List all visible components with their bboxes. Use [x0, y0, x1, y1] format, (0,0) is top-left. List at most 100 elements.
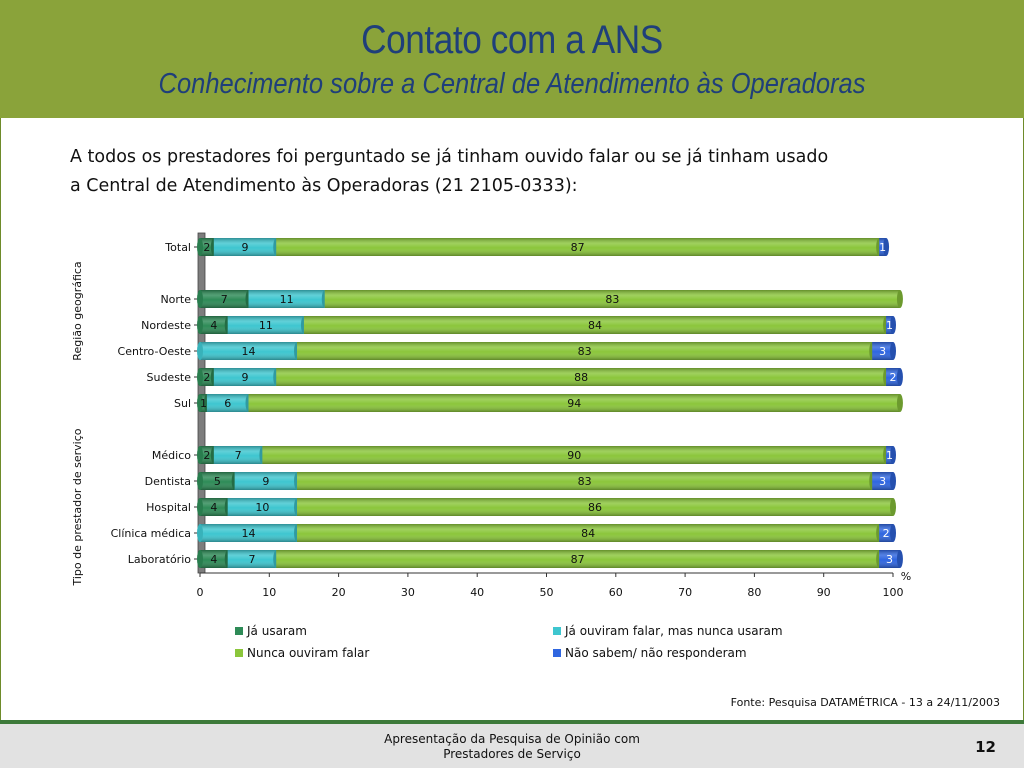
bar-segment-nao-sabem-nao-responderam-medico: 1 [886, 446, 896, 464]
data-label: 11 [259, 319, 273, 332]
bar-cap [896, 290, 903, 308]
slide-footer: Apresentação da Pesquisa de Opinião com … [0, 724, 1024, 768]
data-label: 83 [578, 475, 592, 488]
category-label-clinica-medica: Clínica médica [111, 527, 191, 540]
data-label: 5 [214, 475, 221, 488]
bar-segment-ja-ouviram-falar-mas-nunca-usaram-nordeste: 11 [227, 316, 307, 334]
bar-segment-nunca-ouviram-falar-nordeste: 84 [303, 316, 890, 334]
legend-swatch [553, 649, 561, 657]
intro-line-1: A todos os prestadores foi perguntado se… [70, 147, 829, 167]
bar-segment-ja-ouviram-falar-mas-nunca-usaram-sul: 6 [206, 394, 252, 412]
bar-shading [276, 550, 880, 568]
x-tick-label: 20 [332, 586, 346, 599]
footer-divider [0, 720, 1024, 724]
bar-shading [872, 472, 893, 490]
bar-segment-nunca-ouviram-falar-medico: 90 [262, 446, 890, 464]
intro-line-2: a Central de Atendimento às Operadoras (… [70, 176, 578, 196]
bar-cap [890, 498, 896, 516]
legend-item-ja-usaram: Já usaram [235, 624, 307, 638]
bar-shading [200, 446, 214, 464]
bar-shading [200, 550, 228, 568]
bar-cap [896, 550, 903, 568]
legend-swatch [553, 627, 561, 635]
bar-shading [276, 368, 887, 386]
bar-segment-nao-sabem-nao-responderam-centro-oeste: 3 [872, 342, 896, 360]
category-label-laboratorio: Laboratório [128, 553, 191, 566]
bar-shading [200, 498, 228, 516]
bar-cap [890, 316, 896, 334]
legend-item-nao-sabem-nao-responderam: Não sabem/ não responderam [553, 646, 747, 660]
bar-start-cap [197, 238, 203, 256]
legend-label: Já ouviram falar, mas nunca usaram [564, 624, 783, 638]
bar-shading [213, 238, 277, 256]
legend-item-ja-ouviram-falar-mas-nunca-usaram: Já ouviram falar, mas nunca usaram [553, 624, 783, 638]
bar-segment-nunca-ouviram-falar-dentista: 83 [297, 472, 876, 490]
bar-segment-nunca-ouviram-falar-sudeste: 88 [276, 368, 890, 386]
intro-text: A todos os prestadores foi perguntado se… [70, 143, 970, 201]
bar-segment-nunca-ouviram-falar-hospital: 86 [297, 498, 896, 516]
data-label: 10 [255, 501, 269, 514]
data-label: 11 [280, 293, 294, 306]
category-label-dentista: Dentista [145, 475, 191, 488]
data-label: 94 [567, 397, 581, 410]
legend-swatch [235, 627, 243, 635]
data-label: 7 [248, 553, 255, 566]
data-label: 2 [890, 371, 897, 384]
bar-shading [227, 498, 298, 516]
legend-item-nunca-ouviram-falar: Nunca ouviram falar [235, 646, 369, 660]
x-tick-label: 10 [262, 586, 276, 599]
bar-shading [213, 368, 277, 386]
bar-shading [297, 498, 893, 516]
data-label: 83 [578, 345, 592, 358]
bar-shading [879, 524, 893, 542]
bar-segment-nao-sabem-nao-responderam-laboratorio: 3 [879, 550, 903, 568]
bar-shading [200, 394, 207, 412]
bar-segment-ja-ouviram-falar-mas-nunca-usaram-medico: 7 [213, 446, 266, 464]
bar-segment-ja-usaram-dentista: 5 [197, 472, 238, 490]
bar-segment-nao-sabem-nao-responderam-clinica-medica: 2 [879, 524, 896, 542]
data-label: 4 [210, 553, 217, 566]
bar-segment-ja-ouviram-falar-mas-nunca-usaram-laboratorio: 7 [227, 550, 280, 568]
x-tick-label: 60 [609, 586, 623, 599]
bar-segment-ja-ouviram-falar-mas-nunca-usaram-norte: 11 [248, 290, 328, 308]
bar-segment-ja-usaram-norte: 7 [197, 290, 252, 308]
footer-text: Apresentação da Pesquisa de Opinião com … [312, 732, 712, 762]
bar-segment-nunca-ouviram-falar-norte: 83 [324, 290, 903, 308]
bar-shading [248, 394, 900, 412]
bar-start-cap [197, 394, 203, 412]
data-label: 1 [879, 241, 886, 254]
bar-segment-ja-usaram-hospital: 4 [197, 498, 231, 516]
data-label: 2 [203, 241, 210, 254]
data-label: 3 [879, 475, 886, 488]
bar-shading [200, 238, 214, 256]
bar-segment-ja-ouviram-falar-mas-nunca-usaram-sudeste: 9 [213, 368, 280, 386]
data-label: 9 [242, 241, 249, 254]
bar-shading [200, 290, 249, 308]
bar-segment-nao-sabem-nao-responderam-dentista: 3 [872, 472, 896, 490]
bar-shading [200, 524, 298, 542]
x-tick-label: 50 [540, 586, 554, 599]
data-label: 14 [242, 527, 256, 540]
bar-cap [883, 238, 890, 256]
bar-shading [206, 394, 249, 412]
bar-shading [227, 316, 304, 334]
bar-cap [890, 446, 896, 464]
bar-start-cap [197, 550, 203, 568]
bar-shading [324, 290, 900, 308]
bar-segment-ja-ouviram-falar-mas-nunca-usaram-total: 9 [213, 238, 280, 256]
bar-start-cap [197, 290, 203, 308]
data-label: 1 [200, 397, 207, 410]
bar-shading [262, 446, 887, 464]
bar-segment-ja-usaram-laboratorio: 4 [197, 550, 231, 568]
legend-swatch [235, 649, 243, 657]
bar-start-cap [197, 316, 203, 334]
data-label: 9 [242, 371, 249, 384]
bar-shading [200, 472, 235, 490]
bar-start-cap [197, 368, 203, 386]
bar-shading [886, 446, 893, 464]
bar-start-cap [197, 498, 203, 516]
category-label-norte: Norte [160, 293, 191, 306]
bar-shading [879, 238, 887, 256]
bar-cap [890, 342, 896, 360]
x-tick-label: 100 [883, 586, 904, 599]
